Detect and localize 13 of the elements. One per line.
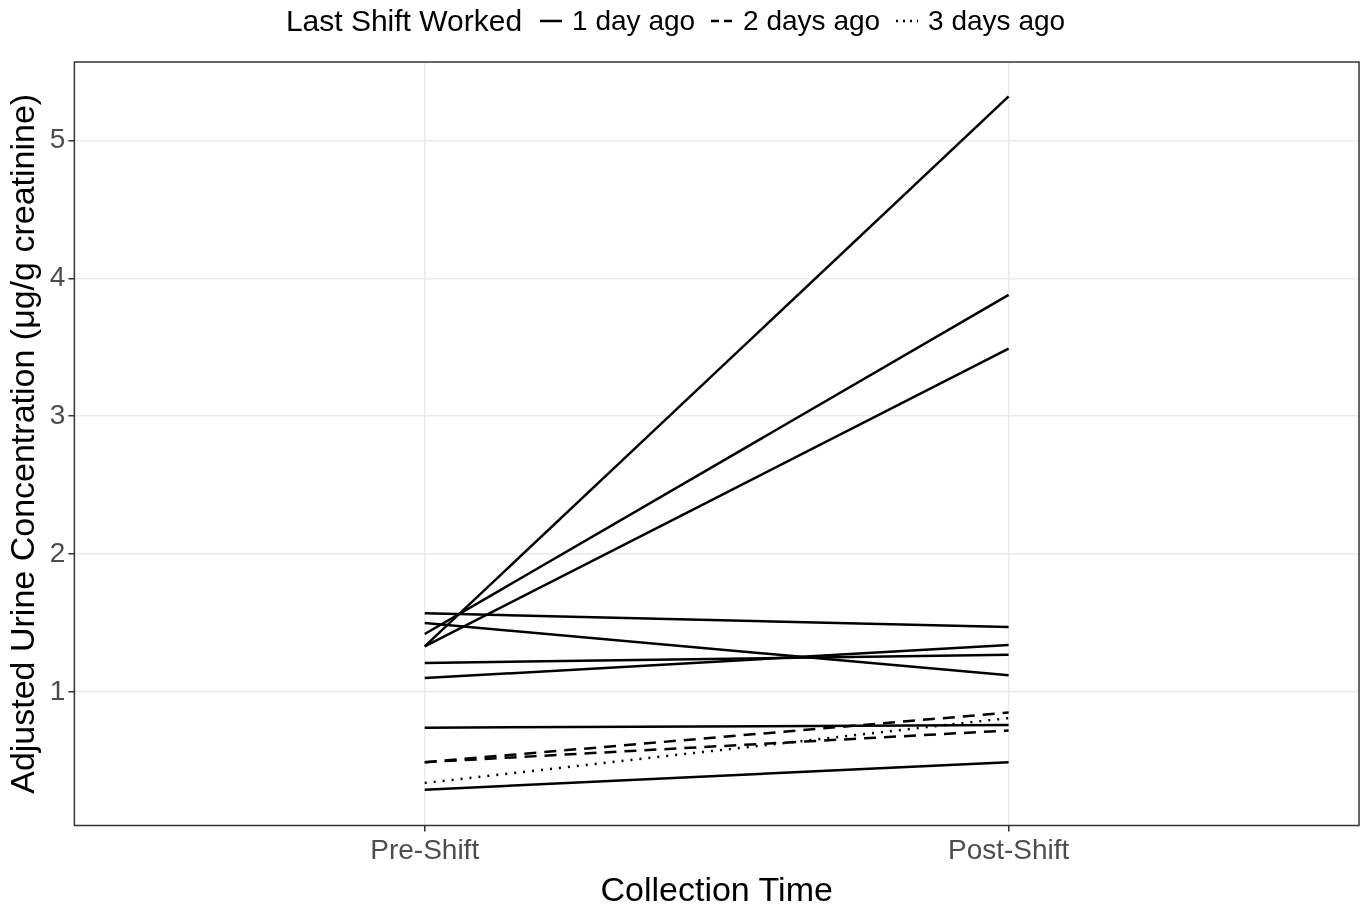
y-tick-label: 2 xyxy=(49,536,66,568)
x-axis-title: Collection Time xyxy=(600,869,833,908)
legend-label: 1 day ago xyxy=(572,5,696,37)
legend-label: 2 days ago xyxy=(743,5,881,37)
y-tick-label: 1 xyxy=(49,674,66,706)
legend-label: 3 days ago xyxy=(928,5,1066,37)
y-tick-label: 4 xyxy=(49,261,66,293)
y-axis-title: Adjusted Urine Concentration (μg/g creatinine) xyxy=(2,93,41,794)
legend-title: Last Shift Worked xyxy=(285,4,523,38)
y-tick-label: 5 xyxy=(49,123,66,155)
x-tick-label: Pre-Shift xyxy=(370,834,480,866)
y-tick-label: 3 xyxy=(49,398,66,430)
x-tick-label: Post-Shift xyxy=(947,834,1070,866)
